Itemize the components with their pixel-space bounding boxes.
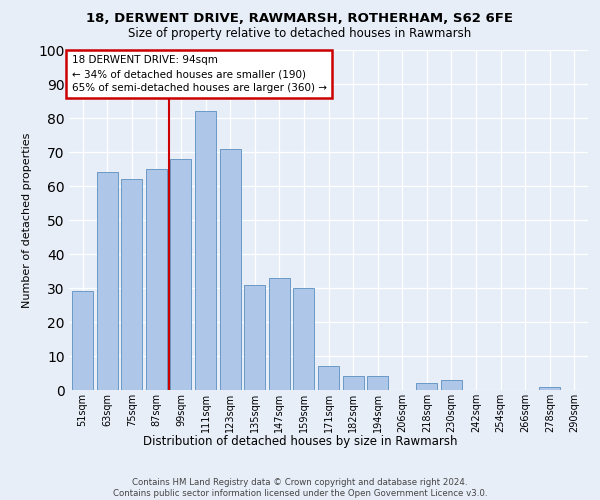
Bar xyxy=(318,366,339,390)
Text: 18 DERWENT DRIVE: 94sqm
← 34% of detached houses are smaller (190)
65% of semi-d: 18 DERWENT DRIVE: 94sqm ← 34% of detache… xyxy=(71,55,326,93)
Bar xyxy=(146,169,167,390)
Bar xyxy=(244,284,265,390)
Bar xyxy=(97,172,118,390)
Bar xyxy=(220,148,241,390)
Text: Contains HM Land Registry data © Crown copyright and database right 2024.
Contai: Contains HM Land Registry data © Crown c… xyxy=(113,478,487,498)
Bar xyxy=(293,288,314,390)
Bar xyxy=(416,383,437,390)
Bar xyxy=(72,292,93,390)
Bar xyxy=(195,111,216,390)
Y-axis label: Number of detached properties: Number of detached properties xyxy=(22,132,32,308)
Bar xyxy=(539,386,560,390)
Bar xyxy=(441,380,462,390)
Text: Size of property relative to detached houses in Rawmarsh: Size of property relative to detached ho… xyxy=(128,28,472,40)
Text: 18, DERWENT DRIVE, RAWMARSH, ROTHERHAM, S62 6FE: 18, DERWENT DRIVE, RAWMARSH, ROTHERHAM, … xyxy=(86,12,514,26)
Bar xyxy=(343,376,364,390)
Bar xyxy=(121,179,142,390)
Text: Distribution of detached houses by size in Rawmarsh: Distribution of detached houses by size … xyxy=(143,435,457,448)
Bar xyxy=(170,159,191,390)
Bar xyxy=(367,376,388,390)
Bar xyxy=(269,278,290,390)
